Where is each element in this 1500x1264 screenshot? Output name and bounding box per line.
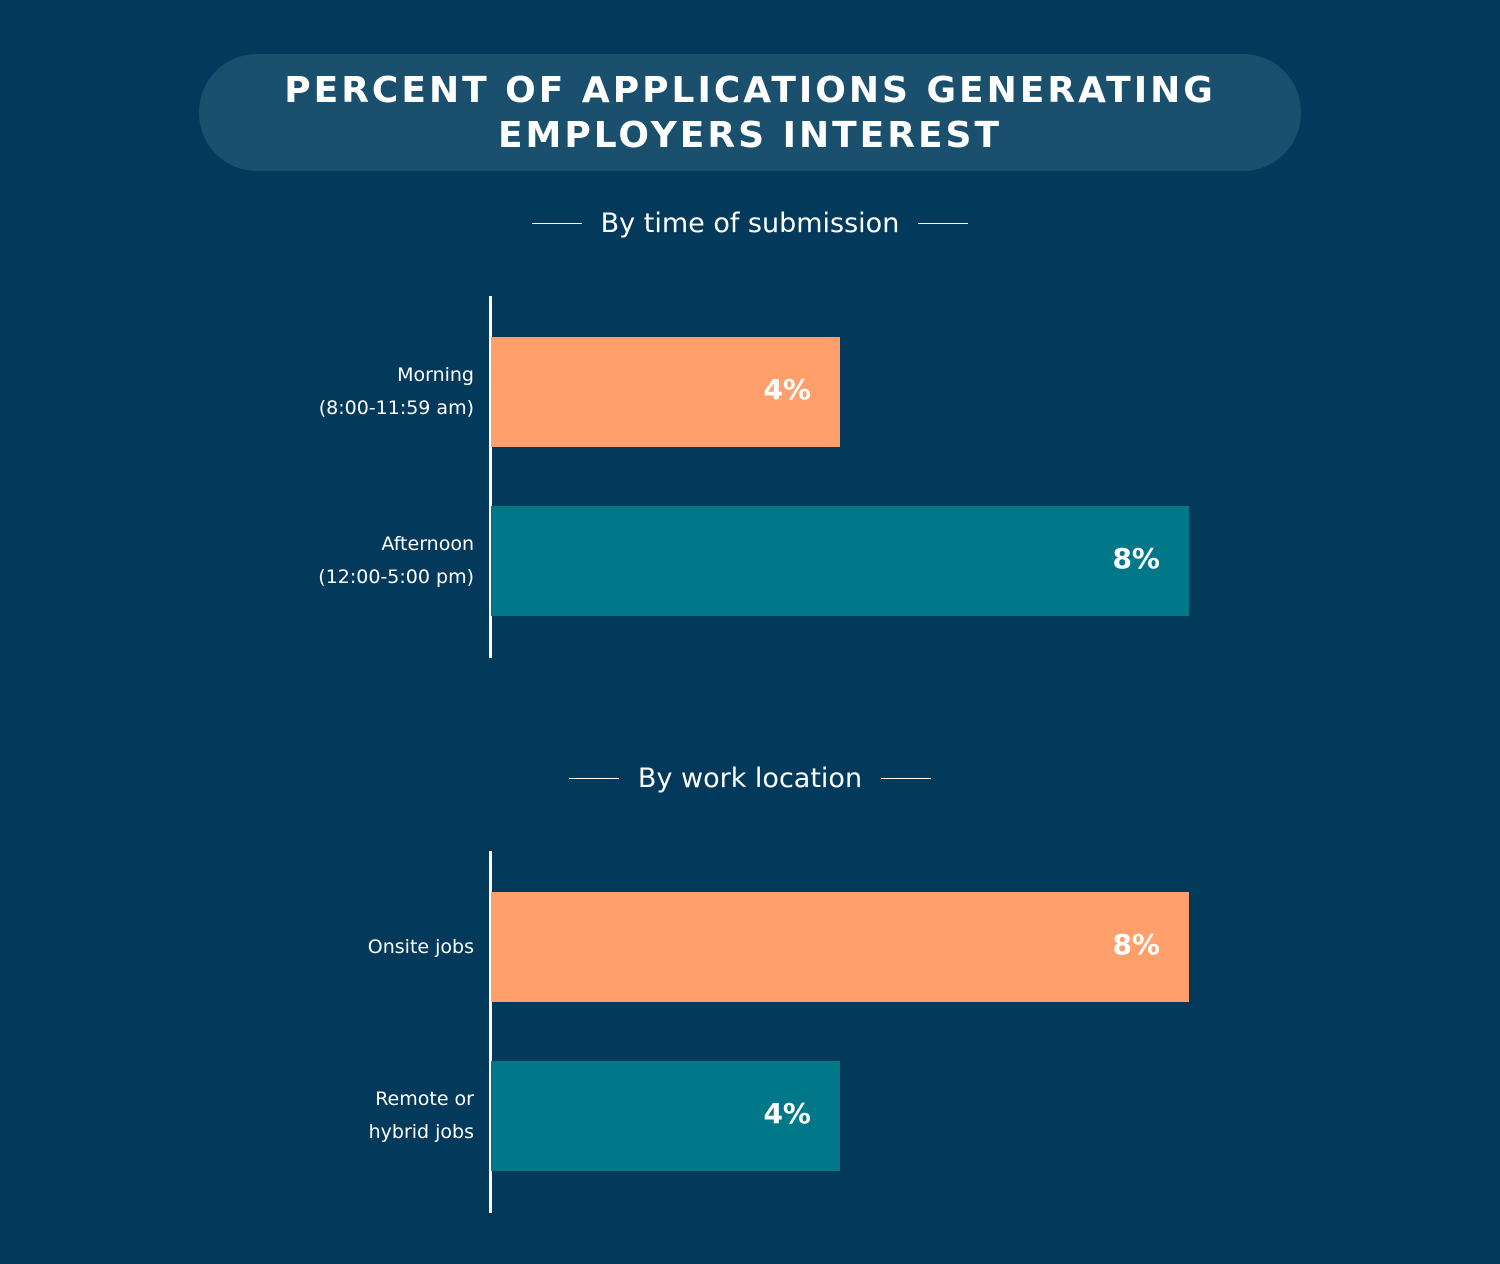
category-label-line: Remote or (375, 1088, 474, 1110)
chart-title: PERCENT OF APPLICATIONS GENERATING EMPLO… (284, 69, 1216, 156)
data-label: 8% (1112, 542, 1160, 575)
subtitle-location: By work location (0, 763, 1500, 794)
category-label-line: Morning (397, 364, 474, 386)
subtitle-time: By time of submission (0, 208, 1500, 239)
data-label: 4% (763, 373, 811, 406)
bar: 4% (491, 1061, 840, 1171)
category-label: Afternoon (12:00-5:00 pm) (318, 528, 474, 594)
bar: 8% (491, 506, 1189, 616)
chart-by-location: 8% Onsite jobs 4% Remote or hybrid jobs (0, 851, 1500, 1213)
bar: 4% (491, 337, 840, 447)
data-label: 8% (1112, 928, 1160, 961)
category-label-line: hybrid jobs (368, 1121, 474, 1143)
chart-subtitle: By work location (637, 763, 863, 794)
bar: 8% (491, 892, 1189, 1002)
y-axis-line (489, 296, 492, 658)
divider (568, 777, 619, 780)
category-label: Onsite jobs (368, 931, 474, 964)
category-label: Remote or hybrid jobs (369, 1083, 474, 1149)
y-axis-line (489, 851, 492, 1213)
category-label: Morning (8:00-11:59 am) (319, 359, 474, 425)
category-label-line: Onsite jobs (367, 935, 474, 958)
divider (531, 222, 582, 225)
divider (918, 222, 969, 225)
category-label-line: Afternoon (381, 533, 474, 555)
category-label-line: (12:00-5:00 pm) (318, 566, 474, 588)
data-label: 4% (763, 1097, 811, 1130)
chart-by-time: 4% Morning (8:00-11:59 am) 8% Afternoon (12:0… (0, 296, 1500, 658)
title-banner: PERCENT OF APPLICATIONS GENERATING EMPLO… (199, 54, 1301, 171)
category-label-line: (8:00-11:59 am) (318, 397, 474, 419)
chart-subtitle: By time of submission (600, 208, 900, 239)
divider (881, 777, 932, 780)
